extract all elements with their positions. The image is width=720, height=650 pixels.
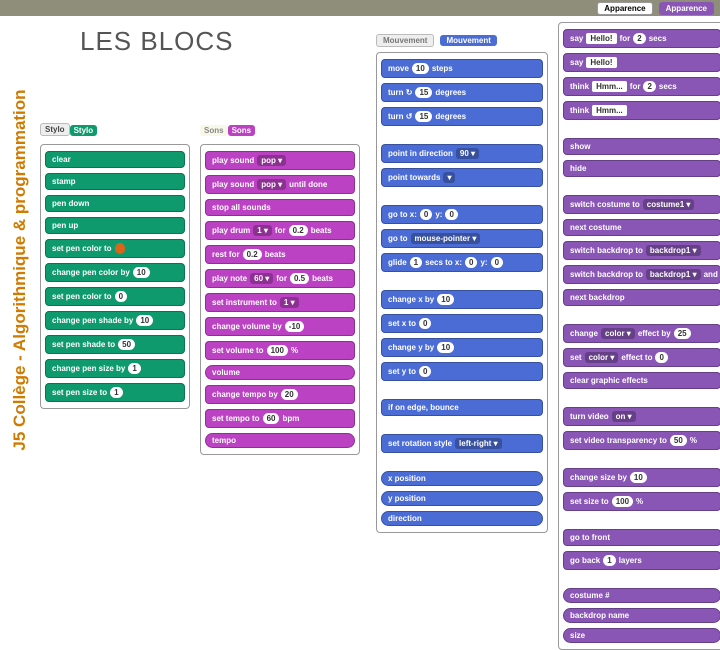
right-columns: move10steps turn ↻15degrees turn ↺15degree… bbox=[376, 52, 720, 650]
looks-block[interactable]: switch backdrop tobackdrop1 ▾ bbox=[563, 241, 720, 260]
sound-block[interactable]: play soundpop ▾ bbox=[205, 151, 355, 170]
pen-block[interactable]: pen up bbox=[45, 217, 185, 234]
motion-block[interactable]: go tomouse-pointer ▾ bbox=[381, 229, 543, 248]
motion-block[interactable]: go to x:0y:0 bbox=[381, 205, 543, 224]
pen-block[interactable]: set pen size to1 bbox=[45, 383, 185, 402]
sound-block[interactable]: rest for0.2beats bbox=[205, 245, 355, 264]
motion-block[interactable]: set y to0 bbox=[381, 362, 543, 381]
looks-block[interactable]: go to front bbox=[563, 529, 720, 546]
looks-block[interactable]: switch costume tocostume1 ▾ bbox=[563, 195, 720, 214]
motion-block[interactable]: point in direction90 ▾ bbox=[381, 144, 543, 163]
looks-reporter[interactable]: costume # bbox=[563, 588, 720, 603]
looks-block[interactable]: change size by10 bbox=[563, 468, 720, 487]
movement-tabs: Mouvement Mouvement bbox=[376, 34, 497, 47]
sound-reporter[interactable]: tempo bbox=[205, 433, 355, 448]
pen-block[interactable]: set pen shade to50 bbox=[45, 335, 185, 354]
sidebar-title: J5 Collège - Algorithmique & programmati… bbox=[10, 40, 30, 500]
sound-reporter[interactable]: volume bbox=[205, 365, 355, 380]
pen-tabs: Stylo Stylo bbox=[40, 120, 190, 136]
motion-block[interactable]: glide1secs to x:0y:0 bbox=[381, 253, 543, 272]
pen-block[interactable]: change pen shade by10 bbox=[45, 311, 185, 330]
looks-block[interactable]: go back1layers bbox=[563, 551, 720, 570]
motion-block[interactable]: change x by10 bbox=[381, 290, 543, 309]
motion-block[interactable]: turn ↻15degrees bbox=[381, 83, 543, 102]
motion-block[interactable]: if on edge, bounce bbox=[381, 399, 543, 416]
looks-reporter[interactable]: backdrop name bbox=[563, 608, 720, 623]
looks-block[interactable]: thinkHmm... bbox=[563, 101, 720, 120]
looks-block[interactable]: set video transparency to50% bbox=[563, 431, 720, 450]
sound-block[interactable]: set tempo to60bpm bbox=[205, 409, 355, 428]
tab-apparence-ghost[interactable]: Apparence bbox=[597, 2, 652, 15]
tab-stylo-ghost[interactable]: Stylo bbox=[40, 123, 70, 136]
sound-block[interactable]: change tempo by20 bbox=[205, 385, 355, 404]
sound-block[interactable]: play note60 ▾for0.5beats bbox=[205, 269, 355, 288]
motion-reporter[interactable]: y position bbox=[381, 491, 543, 506]
tab-mouvement-ghost[interactable]: Mouvement bbox=[376, 34, 434, 47]
sound-block[interactable]: set volume to100% bbox=[205, 341, 355, 360]
motion-reporter[interactable]: x position bbox=[381, 471, 543, 486]
looks-block[interactable]: sayHello! bbox=[563, 53, 720, 72]
looks-block[interactable]: show bbox=[563, 138, 720, 155]
looks-reporter[interactable]: size bbox=[563, 628, 720, 643]
looks-block[interactable]: turn videoon ▾ bbox=[563, 407, 720, 426]
motion-block[interactable]: set x to0 bbox=[381, 314, 543, 333]
pen-block[interactable]: pen down bbox=[45, 195, 185, 212]
pen-block[interactable]: set pen color to0 bbox=[45, 287, 185, 306]
tab-stylo-selected[interactable]: Stylo bbox=[70, 125, 98, 136]
looks-block[interactable]: set size to100% bbox=[563, 492, 720, 511]
motion-reporter[interactable]: direction bbox=[381, 511, 543, 526]
looks-column: sayHello!for2secs sayHello! thinkHmm...for… bbox=[558, 22, 720, 650]
pen-block[interactable]: change pen color by10 bbox=[45, 263, 185, 282]
looks-block[interactable]: clear graphic effects bbox=[563, 372, 720, 389]
motion-panel: move10steps turn ↻15degrees turn ↺15degree… bbox=[376, 52, 548, 533]
pen-block[interactable]: set pen color to bbox=[45, 239, 185, 258]
pen-block[interactable]: stamp bbox=[45, 173, 185, 190]
looks-panel: sayHello!for2secs sayHello! thinkHmm...for… bbox=[558, 22, 720, 650]
pen-block[interactable]: clear bbox=[45, 151, 185, 168]
tab-apparence-selected[interactable]: Apparence bbox=[659, 2, 714, 15]
tab-sons-ghost[interactable]: Sons bbox=[200, 125, 228, 136]
looks-block[interactable]: setcolor ▾effect to0 bbox=[563, 348, 720, 367]
looks-block[interactable]: next costume bbox=[563, 219, 720, 236]
sound-block[interactable]: play soundpop ▾until done bbox=[205, 175, 355, 194]
pen-panel: clear stamp pen down pen up set pen color to… bbox=[40, 144, 190, 409]
looks-block[interactable]: sayHello!for2secs bbox=[563, 29, 720, 48]
page-title: LES BLOCS bbox=[80, 26, 234, 57]
pen-column: Stylo Stylo clear stamp pen down pen up set … bbox=[40, 120, 190, 455]
looks-block[interactable]: thinkHmm...for2secs bbox=[563, 77, 720, 96]
looks-block[interactable]: next backdrop bbox=[563, 289, 720, 306]
sound-panel: play soundpop ▾ play soundpop ▾until done… bbox=[200, 144, 360, 455]
looks-block[interactable]: hide bbox=[563, 160, 720, 177]
sound-block[interactable]: stop all sounds bbox=[205, 199, 355, 216]
sound-block[interactable]: play drum1 ▾for0.2beats bbox=[205, 221, 355, 240]
motion-block[interactable]: point towards ▾ bbox=[381, 168, 543, 187]
tab-mouvement-selected[interactable]: Mouvement bbox=[440, 35, 496, 46]
tab-sons-selected[interactable]: Sons bbox=[228, 125, 256, 136]
pen-block[interactable]: change pen size by1 bbox=[45, 359, 185, 378]
motion-block[interactable]: turn ↺15degrees bbox=[381, 107, 543, 126]
looks-category-tabs: Apparence Apparence bbox=[597, 2, 714, 15]
sound-block[interactable]: set instrument to1 ▾ bbox=[205, 293, 355, 312]
looks-block[interactable]: changecolor ▾effect by25 bbox=[563, 324, 720, 343]
looks-block[interactable]: switch backdrop tobackdrop1 ▾and wait bbox=[563, 265, 720, 284]
sound-tabs: Sons Sons bbox=[200, 120, 360, 136]
motion-block[interactable]: change y by10 bbox=[381, 338, 543, 357]
motion-block[interactable]: set rotation styleleft-right ▾ bbox=[381, 434, 543, 453]
sound-column: Sons Sons play soundpop ▾play soundpop ▾… bbox=[200, 120, 360, 455]
motion-block[interactable]: move10steps bbox=[381, 59, 543, 78]
motion-column: move10steps turn ↻15degrees turn ↺15degree… bbox=[376, 52, 548, 650]
sound-block[interactable]: change volume by-10 bbox=[205, 317, 355, 336]
